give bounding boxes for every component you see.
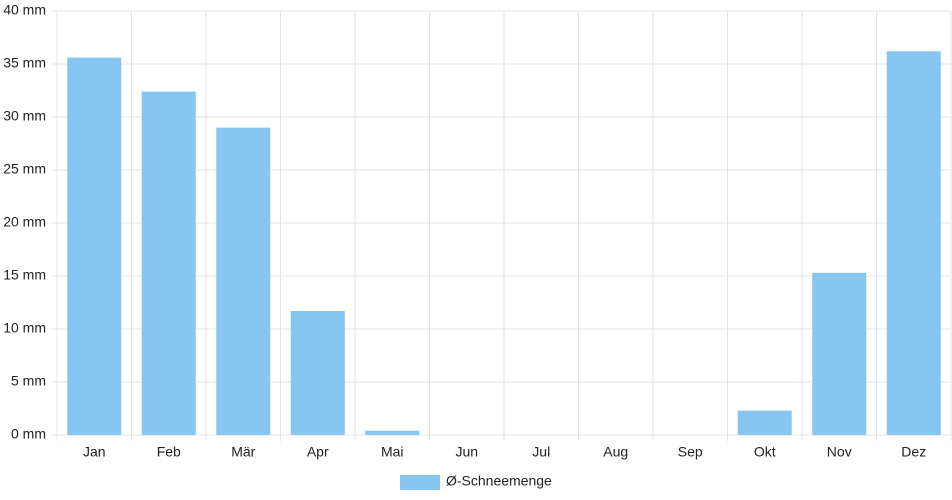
y-tick-label: 35 mm	[3, 55, 46, 71]
y-tick-label: 0 mm	[11, 426, 46, 442]
legend-swatch	[400, 475, 440, 490]
x-tick-label: Aug	[603, 444, 628, 460]
y-tick-label: 20 mm	[3, 214, 46, 230]
bar	[886, 51, 941, 435]
legend-label: Ø-Schneemenge	[446, 473, 552, 489]
bar	[216, 127, 271, 435]
x-tick-label: Nov	[827, 444, 852, 460]
x-tick-label: Feb	[157, 444, 181, 460]
bar	[290, 310, 345, 435]
x-tick-label: Sep	[678, 444, 703, 460]
x-tick-label: Jul	[532, 444, 550, 460]
bar	[365, 430, 420, 435]
y-tick-label: 25 mm	[3, 161, 46, 177]
x-tick-label: Jan	[83, 444, 106, 460]
bar	[812, 272, 867, 435]
y-tick-label: 40 mm	[3, 2, 46, 18]
x-tick-label: Mai	[381, 444, 404, 460]
y-tick-label: 10 mm	[3, 320, 46, 336]
x-tick-label: Okt	[754, 444, 776, 460]
x-tick-label: Jun	[455, 444, 478, 460]
bar	[737, 410, 792, 435]
x-tick-label: Dez	[901, 444, 926, 460]
y-tick-label: 15 mm	[3, 267, 46, 283]
x-tick-label: Apr	[307, 444, 329, 460]
bar	[141, 91, 196, 435]
x-tick-label: Mär	[231, 444, 255, 460]
bar	[67, 57, 122, 435]
y-tick-label: 5 mm	[11, 373, 46, 389]
y-tick-label: 30 mm	[3, 108, 46, 124]
